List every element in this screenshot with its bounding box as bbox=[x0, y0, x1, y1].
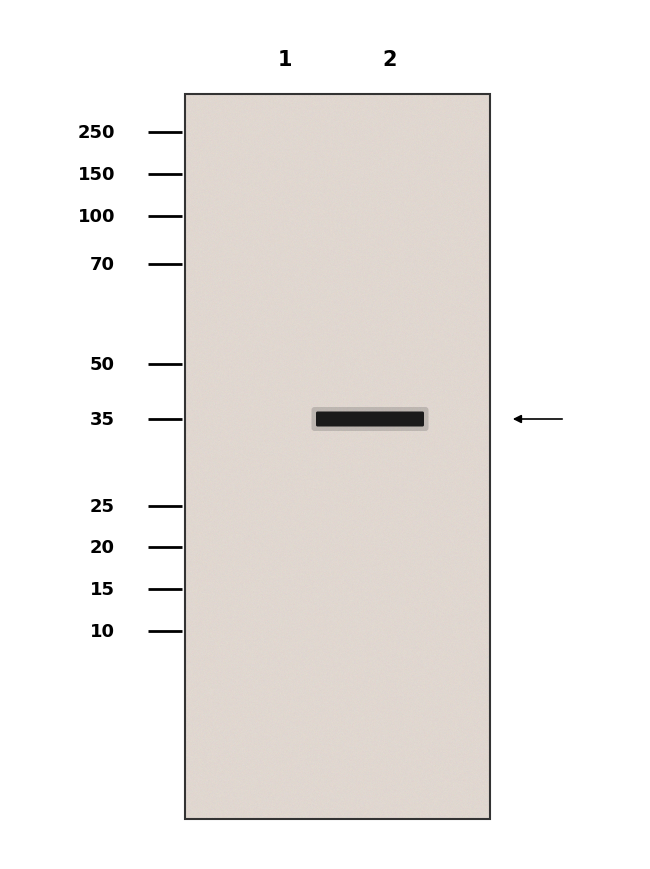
Text: 2: 2 bbox=[383, 50, 397, 70]
Text: 15: 15 bbox=[90, 580, 115, 599]
Text: 35: 35 bbox=[90, 410, 115, 428]
FancyBboxPatch shape bbox=[316, 412, 424, 427]
Text: 10: 10 bbox=[90, 622, 115, 640]
Text: 20: 20 bbox=[90, 539, 115, 556]
Text: 70: 70 bbox=[90, 255, 115, 274]
Text: 250: 250 bbox=[77, 124, 115, 142]
FancyBboxPatch shape bbox=[311, 408, 428, 432]
Text: 25: 25 bbox=[90, 497, 115, 515]
Text: 1: 1 bbox=[278, 50, 292, 70]
Text: 100: 100 bbox=[77, 208, 115, 226]
Bar bbox=[185, 95, 490, 819]
Text: 150: 150 bbox=[77, 166, 115, 183]
Text: 50: 50 bbox=[90, 355, 115, 374]
